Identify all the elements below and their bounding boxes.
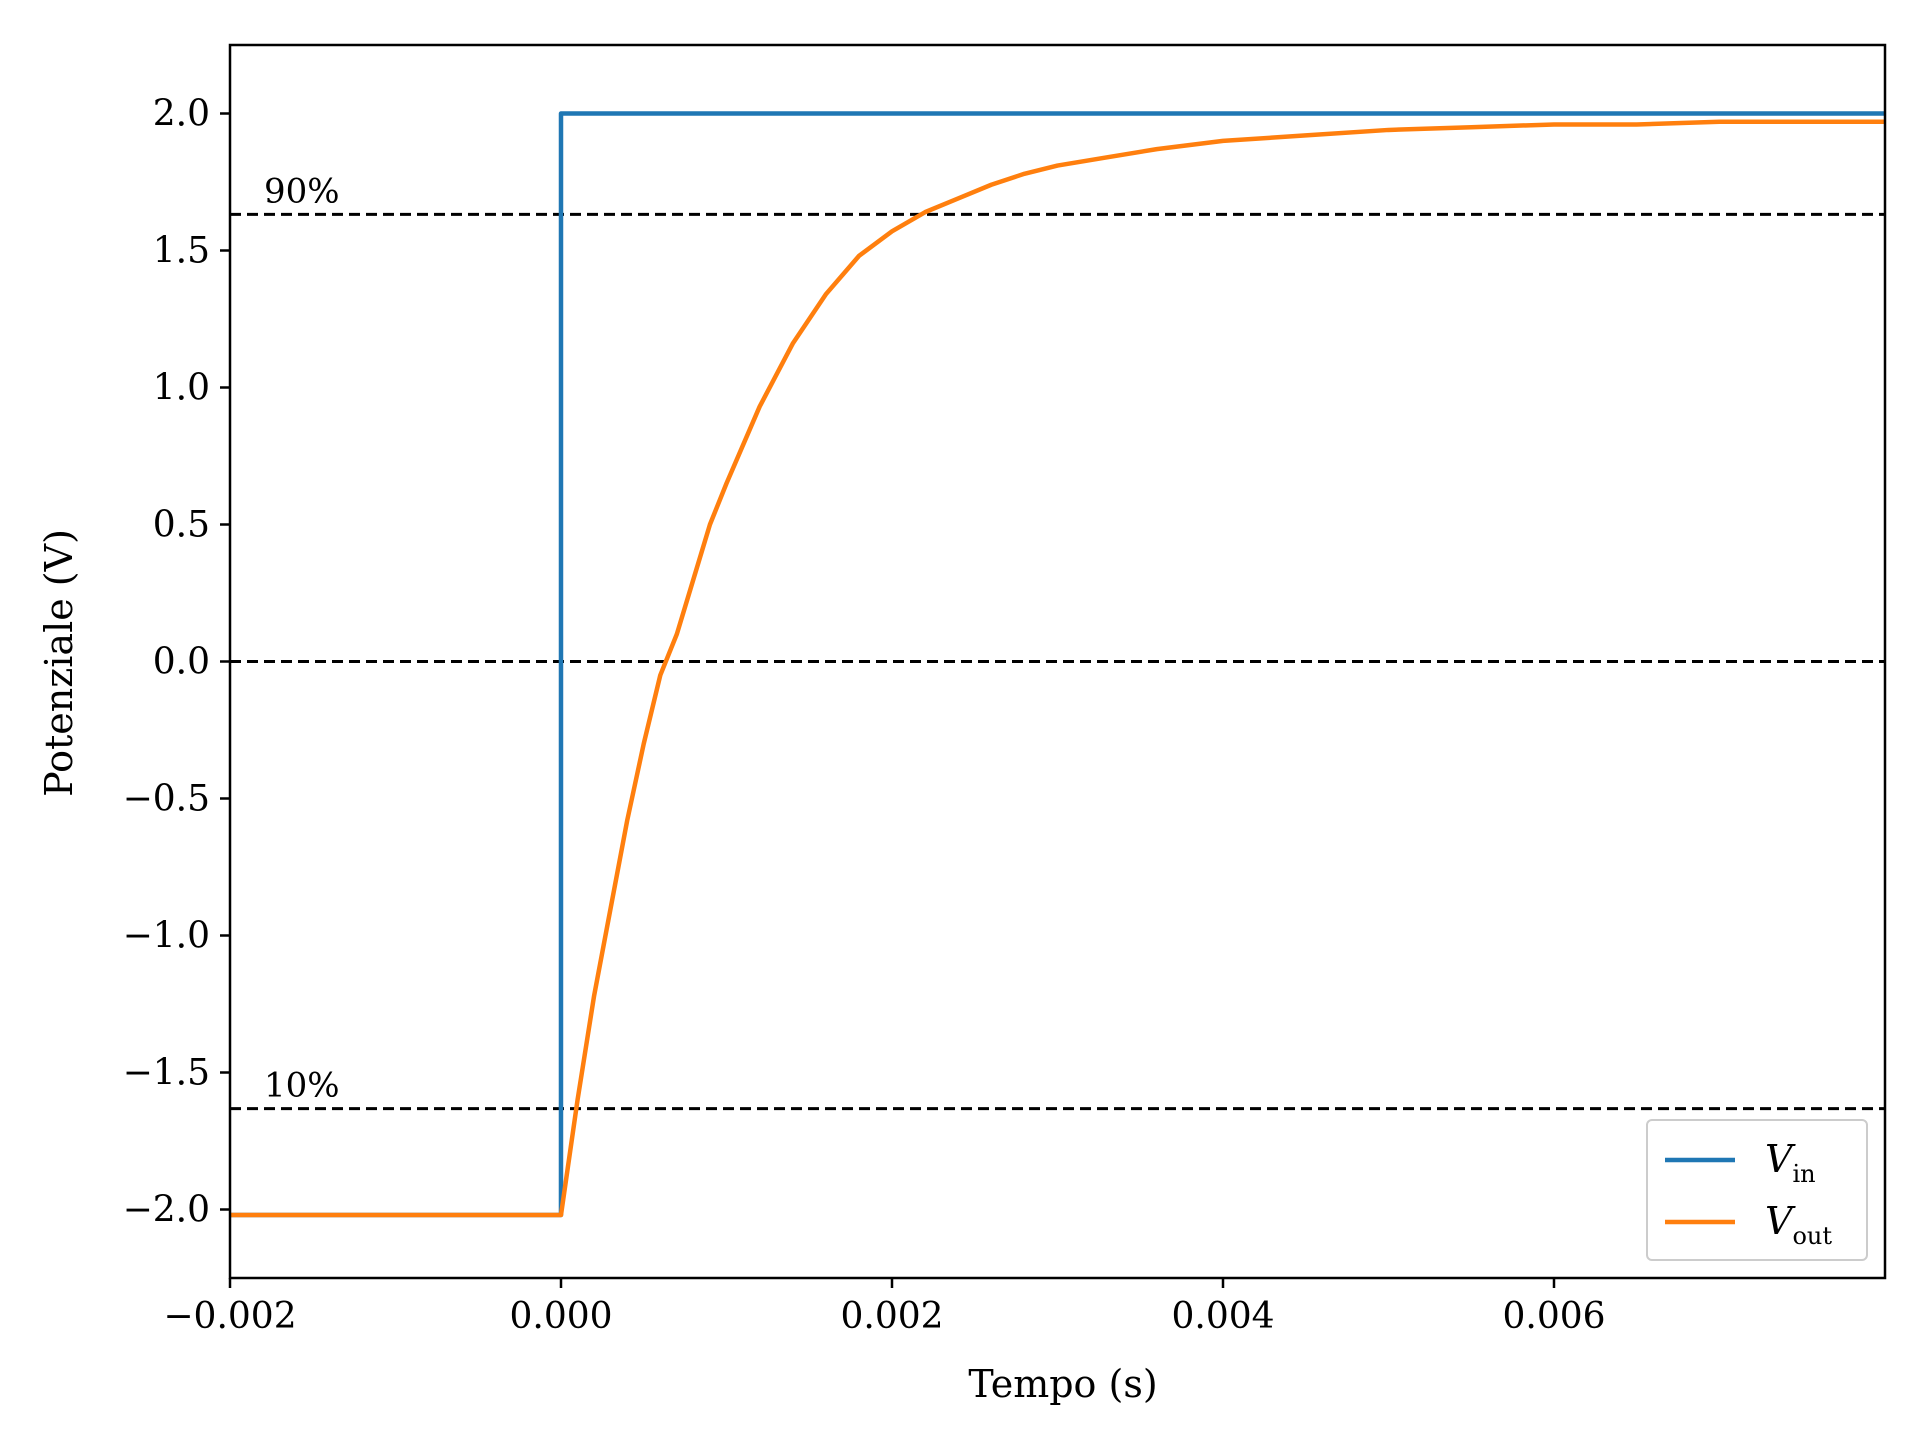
- x-tick-label: 0.004: [1171, 1296, 1274, 1337]
- x-tick-label: 0.000: [509, 1296, 612, 1337]
- x-axis-label: Tempo (s): [968, 1362, 1157, 1406]
- y-tick-label: 1.5: [153, 231, 210, 272]
- plot-layer: 90% 10%: [230, 111, 1885, 1218]
- x-tick-label: 0.006: [1502, 1296, 1605, 1337]
- reference-line-label: 10%: [264, 1066, 340, 1106]
- y-axis-label: Potenziale (V): [37, 529, 81, 797]
- series-line-in: [230, 111, 1885, 1218]
- reference-line-label: 90%: [264, 171, 340, 211]
- y-tick-label: −1.0: [123, 916, 210, 957]
- legend-box: [1646, 1119, 1868, 1261]
- y-tick-label: 1.0: [153, 368, 210, 409]
- y-tick-label: 0.5: [153, 505, 210, 546]
- y-tick-label: −1.5: [123, 1053, 210, 1094]
- series-line-out: [230, 119, 1885, 1218]
- y-tick-label: 2.0: [153, 94, 210, 135]
- y-tick-label: 0.0: [153, 642, 210, 683]
- x-tick-label: −0.002: [163, 1296, 296, 1337]
- y-tick-label: −0.5: [123, 779, 210, 820]
- axes-layer: −0.002 0.000 0.002 0.004 0.006 −2.0 −1.5 −1.0 −0…: [123, 43, 1887, 1337]
- x-tick-label: 0.002: [840, 1296, 943, 1337]
- y-tick-label: −2.0: [123, 1190, 210, 1231]
